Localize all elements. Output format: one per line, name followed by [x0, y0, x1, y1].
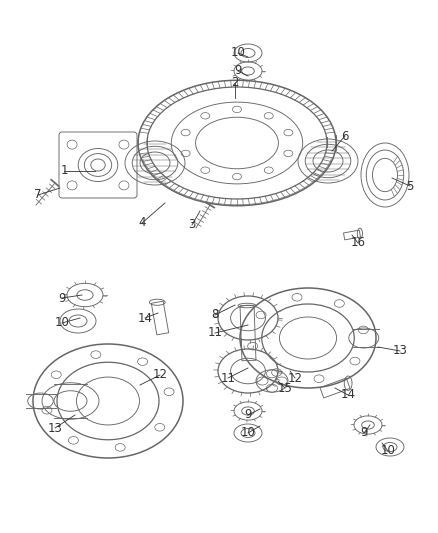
- Text: 9: 9: [234, 64, 242, 77]
- Text: 10: 10: [55, 317, 70, 329]
- Text: 12: 12: [152, 368, 167, 382]
- Text: 9: 9: [360, 426, 368, 440]
- Text: 3: 3: [188, 219, 196, 231]
- Text: 10: 10: [230, 46, 245, 60]
- Text: 4: 4: [138, 216, 146, 230]
- Text: 12: 12: [287, 372, 303, 384]
- Text: 11: 11: [208, 327, 223, 340]
- Text: 10: 10: [240, 426, 255, 440]
- Text: 9: 9: [244, 408, 252, 422]
- Text: 6: 6: [341, 130, 349, 142]
- Text: 1: 1: [60, 165, 68, 177]
- Text: 2: 2: [231, 77, 239, 90]
- Text: 7: 7: [34, 189, 42, 201]
- Text: 16: 16: [350, 237, 365, 249]
- Text: 13: 13: [392, 344, 407, 358]
- Text: 13: 13: [48, 422, 63, 434]
- Text: 9: 9: [58, 292, 66, 304]
- Text: 11: 11: [220, 372, 236, 384]
- Text: 15: 15: [278, 382, 293, 394]
- Text: 14: 14: [138, 311, 152, 325]
- Text: 10: 10: [381, 445, 396, 457]
- Text: 5: 5: [406, 180, 413, 192]
- Text: 14: 14: [340, 389, 356, 401]
- Text: 8: 8: [211, 309, 219, 321]
